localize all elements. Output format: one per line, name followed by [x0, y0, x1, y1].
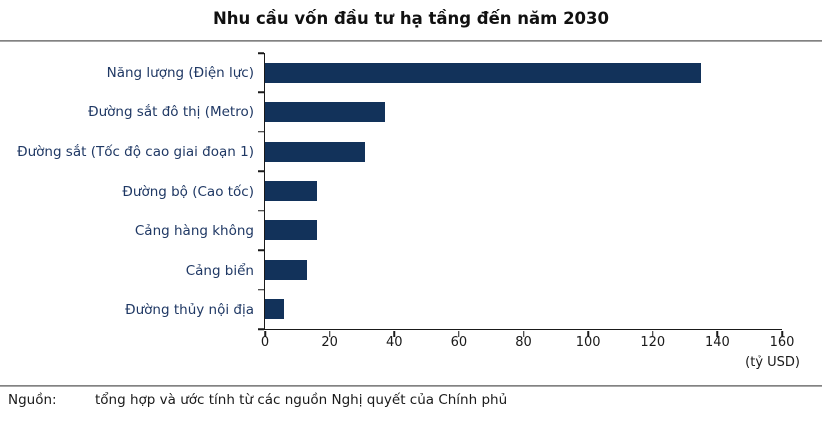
- x-axis-tick: [522, 330, 525, 337]
- x-axis-tick: [716, 330, 719, 337]
- x-axis-tick-label: 100: [575, 335, 601, 350]
- category-label: Đường sắt đô thị (Metro): [88, 104, 254, 121]
- bar: [265, 180, 317, 201]
- category-label: Cảng biển: [185, 262, 254, 279]
- source-note: Nguồn: tổng hợp và ước tính từ các nguồn…: [0, 387, 822, 408]
- plot-area: [258, 52, 783, 337]
- category-label: Đường bộ (Cao tốc): [122, 183, 254, 200]
- bar-row: [265, 92, 782, 131]
- category-label: Đường thủy nội địa: [125, 302, 254, 319]
- bar-row: [265, 290, 782, 329]
- bar-row: [265, 53, 782, 92]
- bar-row: [265, 171, 782, 210]
- x-axis-ticks: 0 20 40 60 80 100 120 140 160: [261, 330, 795, 352]
- x-axis-tick-label: 140: [704, 335, 730, 350]
- bar-row: [265, 211, 782, 250]
- y-axis-tick: [258, 288, 264, 291]
- bar: [265, 299, 285, 320]
- x-axis-tick-label: 60: [450, 335, 468, 350]
- x-axis-tick: [393, 330, 395, 337]
- y-axis-tick: [258, 249, 264, 251]
- category-label: Năng lượng (Điện lực): [106, 64, 254, 81]
- x-axis-tick: [652, 330, 654, 337]
- bar: [265, 102, 385, 123]
- bar: [265, 259, 307, 280]
- bar: [265, 141, 366, 162]
- bar: [265, 220, 317, 241]
- bar: [265, 62, 702, 83]
- y-axis-tick: [258, 209, 264, 212]
- category-label: Cảng hàng không: [134, 223, 254, 240]
- x-axis-tick-label: 160: [769, 335, 795, 350]
- x-axis-tick-label: 80: [515, 335, 532, 350]
- y-axis-tick: [258, 131, 264, 133]
- x-axis-tick-label: 40: [385, 335, 403, 350]
- y-axis-tick: [258, 328, 264, 330]
- x-axis-tick-label: 120: [640, 335, 666, 350]
- y-axis-tick: [258, 91, 264, 94]
- x-axis-tick: [781, 330, 783, 337]
- y-axis-tick: [258, 52, 264, 54]
- x-axis-tick: [264, 330, 266, 337]
- bar-row: [265, 132, 782, 171]
- y-axis-tick: [258, 170, 264, 173]
- x-axis-tick: [328, 330, 331, 337]
- bar-row: [265, 250, 782, 289]
- x-axis-tick-label: 0: [260, 335, 270, 350]
- footer-divider: [0, 385, 822, 387]
- source-text: tổng hợp và ước tính từ các nguồn Nghị q…: [95, 392, 508, 408]
- title-divider: [0, 40, 822, 42]
- x-axis-unit-label: (tỷ USD): [745, 355, 800, 370]
- x-axis-tick-label: 20: [321, 335, 338, 350]
- category-label: Đường sắt (Tốc độ cao giai đoạn 1): [17, 143, 254, 160]
- chart-body: Năng lượng (Điện lực) Đường sắt đô thị (M…: [0, 52, 822, 337]
- chart-title: Nhu cầu vốn đầu tư hạ tầng đến năm 2030: [212, 9, 610, 28]
- x-axis-tick: [458, 330, 460, 337]
- category-labels: Năng lượng (Điện lực) Đường sắt đô thị (M…: [0, 53, 264, 330]
- source-prefix: Nguồn:: [8, 392, 57, 408]
- x-axis-tick: [587, 330, 589, 337]
